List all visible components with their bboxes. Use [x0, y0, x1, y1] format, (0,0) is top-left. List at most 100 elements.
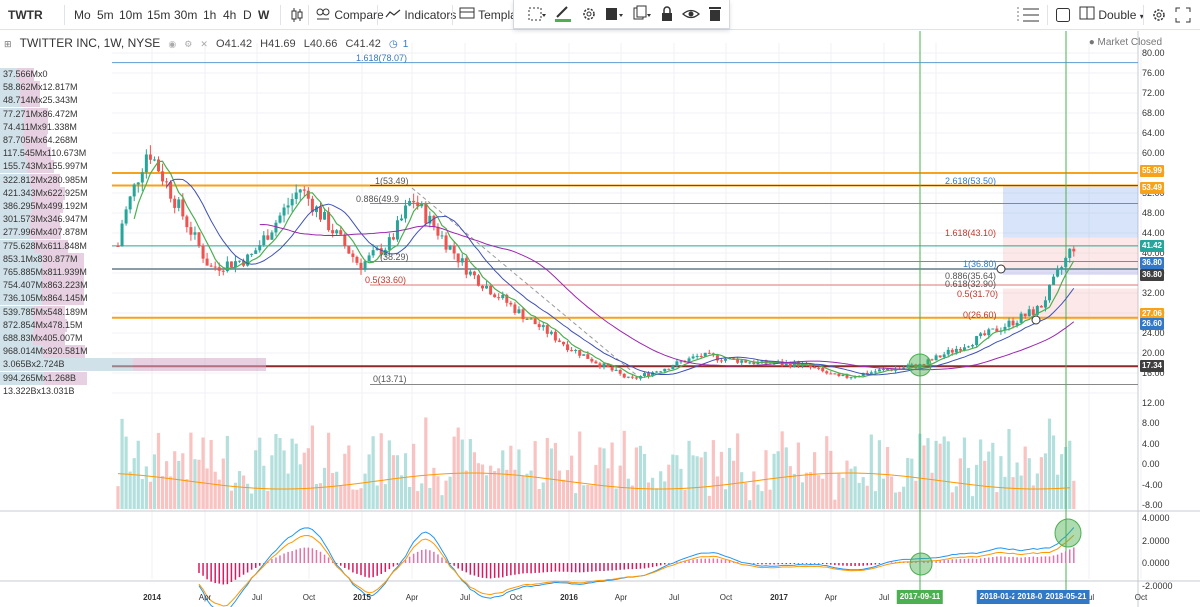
price-axis-label: 60.00: [1142, 148, 1165, 158]
candle-body: [501, 294, 505, 299]
candle-body: [517, 309, 521, 313]
fullscreen-icon[interactable]: [1175, 0, 1191, 30]
close-icon[interactable]: ✕: [200, 39, 208, 49]
clone-icon[interactable]: [631, 4, 651, 24]
interval-1h[interactable]: 1h: [203, 8, 217, 22]
candle-body: [185, 216, 189, 228]
interval-5m[interactable]: 5m: [97, 8, 114, 22]
object-tree-icon[interactable]: [1017, 0, 1041, 30]
interval-4h[interactable]: 4h: [223, 8, 237, 22]
candle-body: [902, 367, 906, 369]
candle-body: [481, 285, 484, 289]
fib-level-label: 0.5(33.60): [365, 275, 407, 285]
candle-body: [748, 362, 752, 364]
volume-bar: [403, 453, 408, 509]
candle-body: [699, 355, 703, 357]
interval-10m[interactable]: 10m: [119, 8, 143, 22]
time-axis-label: Apr: [198, 593, 212, 602]
volume-bar: [152, 454, 157, 509]
price-axis-label: 16.00: [1142, 368, 1165, 378]
macd-axis-label: 4.0000: [1142, 513, 1170, 523]
candle-body: [363, 261, 367, 270]
candle-body: [250, 253, 254, 255]
volume-bar: [371, 436, 375, 509]
volume-bar: [894, 492, 898, 509]
symbol-search[interactable]: TWTR: [8, 8, 43, 22]
volume-profile-up-bar: [0, 134, 24, 147]
volume-profile-label: 421.343Mx622.925M: [3, 187, 88, 198]
candle-body: [622, 373, 626, 378]
candle-body: [408, 200, 412, 206]
volume-bar: [217, 479, 221, 509]
toolbar-divider: [1143, 5, 1144, 25]
volume-profile-up-bar: [0, 147, 26, 161]
gear-icon[interactable]: [1151, 0, 1167, 30]
fib-level-label: 0.5(31.70): [957, 288, 999, 299]
interval-15m[interactable]: 15m: [147, 8, 171, 22]
settings-icon[interactable]: [579, 4, 599, 24]
layout-double-button[interactable]: Double ▾: [1079, 0, 1144, 30]
visibility-icon[interactable]: ◉: [168, 39, 177, 49]
volume-profile-label: 322.812Mx280.985M: [3, 174, 88, 185]
volume-bar: [322, 467, 327, 509]
price-chart[interactable]: [0, 31, 1200, 607]
volume-profile-label: 994.265Mx1.268B: [3, 372, 77, 383]
line-style-icon[interactable]: [604, 4, 624, 24]
interval-30m[interactable]: 30m: [174, 8, 198, 22]
interval-d[interactable]: D: [243, 8, 252, 22]
chart-area[interactable]: ⊞ TWITTER INC, 1W, NYSE ◉ ⚙ ✕ O41.42 H41…: [0, 31, 1200, 607]
candle-body: [719, 360, 723, 362]
candle-body: [837, 373, 841, 377]
volume-bar: [671, 454, 675, 509]
candle-body: [213, 266, 217, 268]
templates-button[interactable]: Templat: [459, 0, 520, 30]
volume-bar: [1027, 458, 1031, 509]
drag-handle-icon[interactable]: [526, 4, 546, 24]
candle-body: [1015, 322, 1019, 326]
settings-icon[interactable]: ⚙: [184, 39, 193, 49]
candle-body: [744, 360, 748, 363]
toolbar-divider: [280, 5, 281, 25]
eye-icon[interactable]: [681, 4, 701, 24]
interval-w[interactable]: W: [258, 8, 270, 22]
candle-body: [229, 261, 233, 268]
volume-bar: [250, 493, 254, 509]
line-color-icon[interactable]: [553, 4, 573, 24]
indicators-icon: [385, 1, 401, 31]
chevron-down-icon: ▾: [1139, 12, 1144, 21]
indicators-button[interactable]: Indicators: [385, 0, 456, 30]
volume-profile-down-bar: [30, 226, 61, 240]
volume-profile-up-bar: [0, 81, 20, 95]
fib-anchor-point: [996, 264, 1006, 274]
volume-bar: [808, 472, 813, 509]
lock-icon[interactable]: [657, 4, 677, 24]
layout-single-icon[interactable]: [1055, 0, 1071, 30]
volume-bar: [395, 455, 400, 509]
interval-mo[interactable]: Mo: [74, 8, 91, 22]
trash-icon[interactable]: [705, 4, 725, 24]
toolbar-divider: [452, 5, 453, 25]
volume-bar: [1072, 480, 1076, 509]
volume-profile-up-bar: [0, 213, 31, 227]
volume-bar: [877, 440, 881, 509]
chart-style-candles-icon[interactable]: [290, 0, 304, 30]
date-marker-tag: 2018-01-2: [976, 590, 1020, 604]
volume-bar: [221, 458, 225, 509]
fib-anchor-point: [1031, 315, 1041, 325]
candle-body: [590, 358, 594, 362]
candle-body: [485, 285, 489, 289]
volume-profile-down-bar: [41, 292, 84, 306]
candle-body: [752, 362, 756, 365]
collapse-icon[interactable]: ⊞: [4, 39, 12, 49]
volume-profile-row: 58.862Mx12.817M: [0, 81, 78, 95]
volume-bar: [225, 435, 229, 509]
volume-bar: [383, 484, 387, 509]
volume-bar: [359, 488, 363, 509]
candle-body: [541, 325, 545, 328]
volume-bar: [298, 464, 302, 509]
volume-profile-up-bar: [0, 186, 33, 200]
candle-body: [347, 246, 351, 254]
compare-button[interactable]: Compare: [315, 0, 384, 30]
candle-body: [659, 371, 663, 373]
candle-body: [420, 203, 424, 207]
